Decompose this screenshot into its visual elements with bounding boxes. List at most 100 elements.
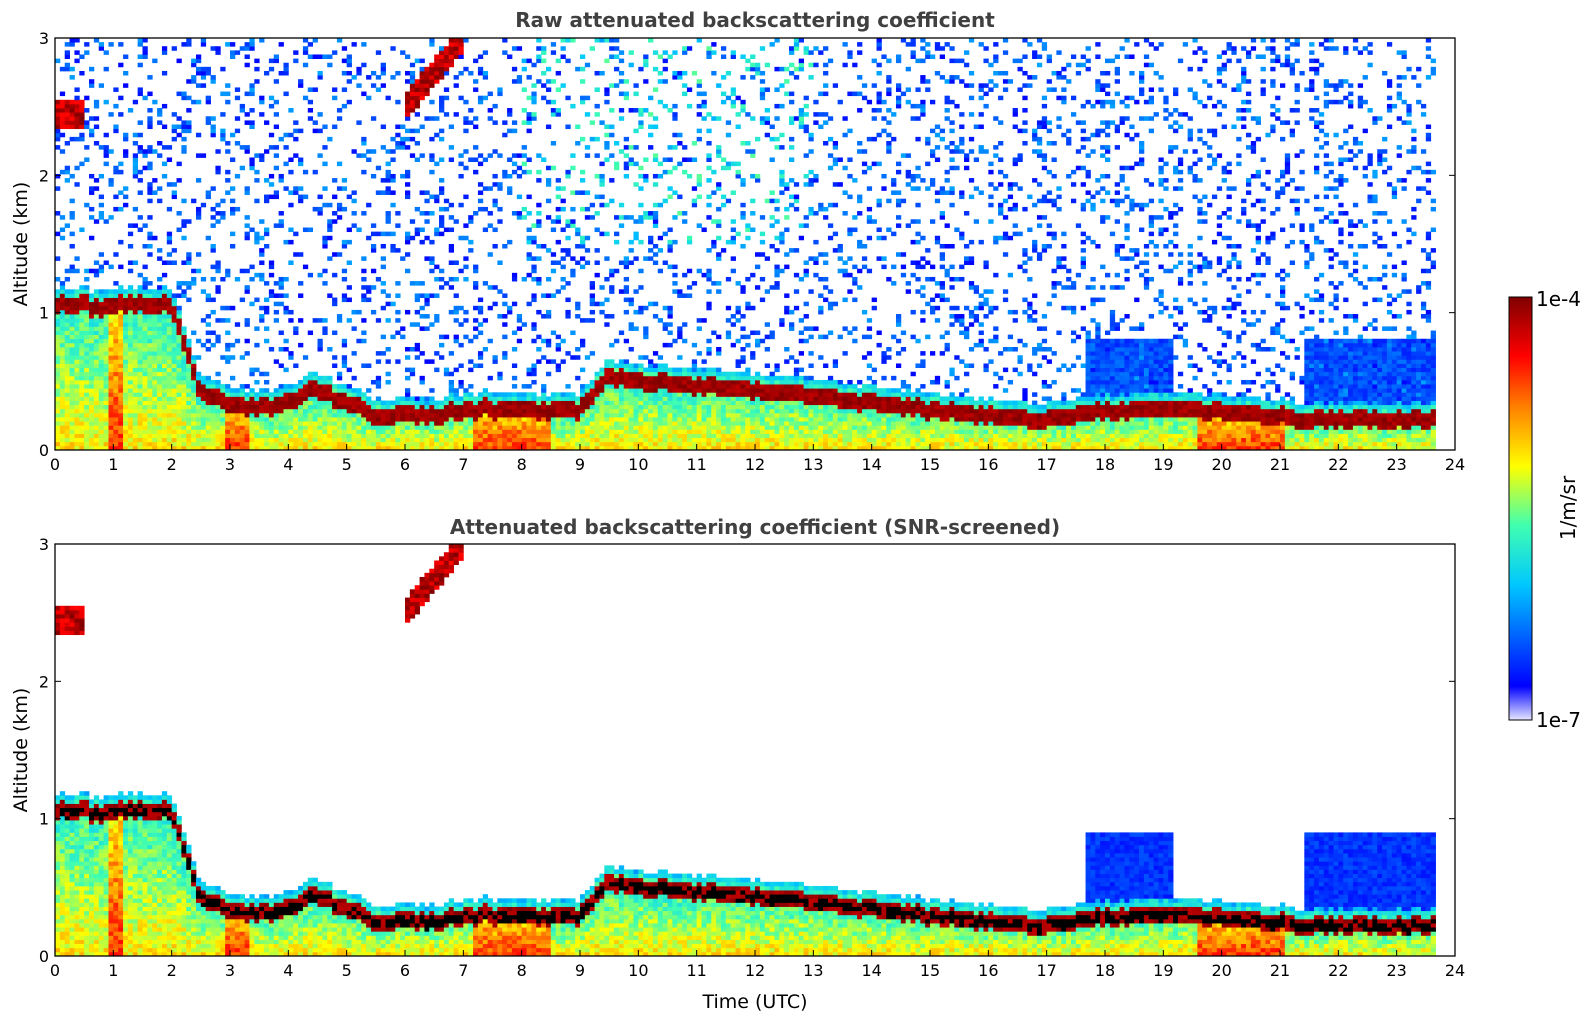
heatmap-cell: [633, 309, 639, 315]
heatmap-cell: [458, 412, 464, 418]
heatmap-cell: [638, 388, 644, 393]
heatmap-cell: [332, 219, 338, 224]
heatmap-cell: [677, 408, 683, 414]
heatmap-cell: [254, 433, 260, 439]
heatmap-cell: [186, 396, 192, 401]
heatmap-cell: [453, 400, 459, 406]
heatmap-cell: [439, 99, 445, 105]
heatmap-cell: [132, 417, 139, 422]
heatmap-cell: [84, 305, 90, 311]
heatmap-cell: [332, 433, 338, 439]
heatmap-cell: [210, 79, 216, 84]
heatmap-cell: [536, 433, 542, 439]
heatmap-cell: [171, 260, 177, 265]
heatmap-cell: [648, 301, 654, 307]
heatmap-cell: [643, 79, 649, 84]
heatmap-cell: [405, 396, 411, 401]
heatmap-cell: [118, 264, 124, 270]
heatmap-cell: [604, 400, 610, 406]
heatmap-cell: [643, 58, 649, 64]
heatmap-cell: [205, 445, 211, 450]
heatmap-cell: [638, 379, 644, 385]
heatmap-cell: [341, 276, 348, 282]
heatmap-cell: [696, 326, 702, 331]
heatmap-cell: [103, 441, 109, 447]
heatmap-cell: [434, 293, 440, 298]
heatmap-cell: [604, 408, 610, 414]
heatmap-cell: [123, 314, 129, 319]
heatmap-cell: [672, 190, 678, 195]
heatmap-cell: [137, 293, 143, 298]
heatmap-cell: [570, 330, 576, 336]
heatmap-cell: [157, 400, 163, 406]
heatmap-cell: [113, 375, 119, 381]
heatmap-cell: [312, 371, 318, 377]
heatmap-cell: [633, 417, 639, 422]
heatmap-cell: [623, 371, 630, 377]
heatmap-cell: [580, 244, 586, 249]
heatmap-cell: [419, 400, 425, 406]
heatmap-cell: [633, 400, 639, 406]
heatmap-cell: [614, 375, 620, 381]
heatmap-cell: [570, 445, 576, 450]
heatmap-cell: [176, 379, 182, 385]
heatmap-cell: [580, 66, 586, 72]
heatmap-cell: [545, 425, 552, 430]
heatmap-cell: [220, 91, 226, 97]
heatmap-cell: [516, 441, 523, 447]
heatmap-cell: [108, 289, 114, 294]
heatmap-cell: [672, 50, 678, 55]
heatmap-cell: [264, 231, 270, 237]
heatmap-cell: [706, 194, 712, 200]
heatmap-cell: [264, 198, 270, 204]
heatmap-cell: [351, 445, 357, 450]
heatmap-cell: [317, 112, 323, 117]
heatmap-cell: [443, 400, 450, 406]
heatmap-cell: [716, 425, 722, 430]
heatmap-cell: [113, 293, 119, 298]
heatmap-cell: [604, 375, 610, 381]
heatmap-cell: [142, 54, 148, 59]
heatmap-cell: [64, 318, 70, 323]
heatmap-cell: [98, 371, 105, 377]
heatmap-cell: [55, 120, 61, 125]
heatmap-cell: [123, 297, 129, 303]
heatmap-cell: [541, 58, 547, 64]
heatmap-cell: [322, 161, 328, 167]
heatmap-cell: [492, 120, 498, 125]
heatmap-cell: [210, 276, 216, 282]
heatmap-cell: [405, 433, 411, 439]
heatmap-cell: [482, 412, 489, 418]
heatmap-cell: [375, 379, 382, 385]
heatmap-cell: [113, 87, 119, 92]
heatmap-cell: [453, 318, 459, 323]
heatmap-cell: [118, 112, 124, 117]
heatmap-cell: [618, 202, 625, 208]
heatmap-cell: [580, 178, 586, 183]
heatmap-cell: [628, 384, 634, 389]
heatmap-cell: [375, 75, 382, 80]
heatmap-cell: [361, 62, 367, 68]
heatmap-cell: [191, 276, 197, 282]
heatmap-cell: [171, 363, 177, 368]
heatmap-cell: [560, 276, 566, 282]
heatmap-cell: [298, 441, 304, 447]
heatmap-cell: [142, 433, 148, 439]
heatmap-cell: [555, 437, 561, 443]
heatmap-cell: [686, 384, 693, 389]
heatmap-cell: [268, 421, 275, 426]
heatmap-cell: [589, 388, 595, 393]
heatmap-cell: [293, 445, 299, 450]
heatmap-cell: [570, 421, 576, 426]
heatmap-cell: [648, 392, 654, 397]
heatmap-cell: [293, 404, 299, 410]
heatmap-cell: [205, 417, 211, 422]
heatmap-cell: [409, 281, 416, 286]
heatmap-cell: [696, 433, 702, 439]
heatmap-cell: [98, 388, 105, 393]
heatmap-cell: [79, 334, 85, 340]
heatmap-cell: [74, 433, 80, 439]
heatmap-cell: [249, 421, 255, 426]
heatmap-cell: [580, 433, 586, 439]
heatmap-cell: [589, 351, 595, 356]
